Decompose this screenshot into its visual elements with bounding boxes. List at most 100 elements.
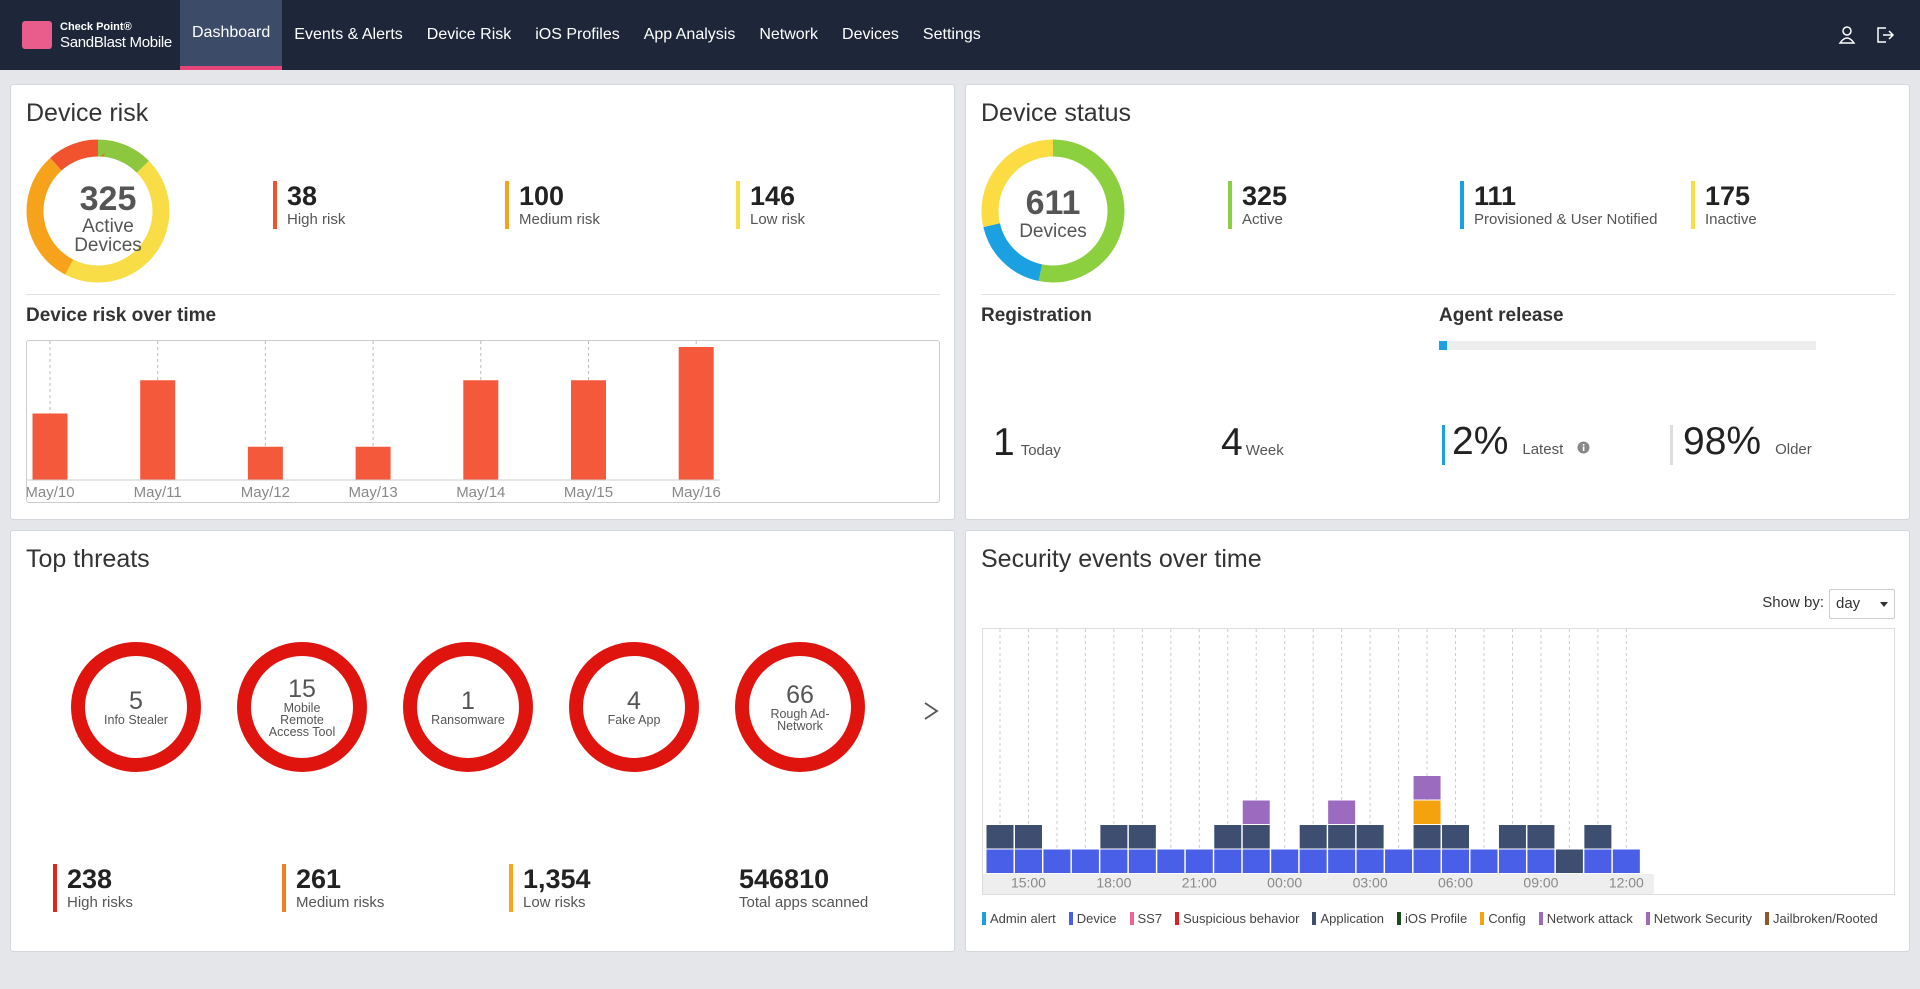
stat-value: 100 xyxy=(519,181,600,211)
nav-item[interactable]: Events & Alerts xyxy=(282,0,415,70)
nav-items: DashboardEvents & AlertsDevice RiskiOS P… xyxy=(180,0,993,70)
bar xyxy=(356,447,391,480)
legend-item: Network attack xyxy=(1539,911,1633,926)
bar-segment xyxy=(1584,825,1611,849)
agent-older: 98% xyxy=(1683,425,1761,459)
stat-value: 175 xyxy=(1705,181,1757,211)
legend-item: Application xyxy=(1312,911,1384,926)
bar-segment xyxy=(1043,850,1070,874)
bar-segment xyxy=(1015,850,1042,874)
threat-name: Info Stealer xyxy=(96,714,176,726)
summary-value: 261 xyxy=(296,864,384,894)
threat-count: 5 xyxy=(129,688,143,714)
stacked-bar-chart: 15:0018:0021:0000:0003:0006:0009:0012:00 xyxy=(982,628,1895,895)
bar-segment xyxy=(1214,850,1241,874)
user-icon[interactable] xyxy=(1836,24,1858,46)
bar-segment xyxy=(987,825,1014,849)
bar-segment xyxy=(1129,850,1156,874)
x-tick-label: 06:00 xyxy=(1438,875,1473,891)
summary-label: Medium risks xyxy=(296,894,384,912)
bar-segment xyxy=(1442,850,1469,874)
stat: 175Inactive xyxy=(1691,181,1757,229)
security-events-card: Security events over time Show by: day 1… xyxy=(965,530,1910,952)
bar-segment xyxy=(1100,850,1127,874)
next-arrow[interactable] xyxy=(922,699,940,723)
section-title: Agent release xyxy=(1439,305,1564,327)
legend-swatch xyxy=(1130,912,1134,925)
stat-value: 38 xyxy=(287,181,345,211)
donut-label: Active Devices xyxy=(63,217,153,255)
section-title: Device risk over time xyxy=(26,305,216,327)
legend-item: Admin alert xyxy=(982,911,1056,926)
legend-swatch xyxy=(1480,912,1484,925)
legend-label: Network Security xyxy=(1654,911,1752,926)
bar-segment xyxy=(1243,850,1270,874)
agent-latest-label: Latest xyxy=(1522,441,1563,458)
bar xyxy=(571,380,606,480)
stat: 111Provisioned & User Notified xyxy=(1460,181,1657,229)
bar-segment xyxy=(1527,825,1554,849)
threat-ring[interactable]: 4Fake App xyxy=(569,642,699,772)
threat-ring[interactable]: 1Ransomware xyxy=(403,642,533,772)
bar-segment xyxy=(1157,850,1184,874)
nav-item[interactable]: App Analysis xyxy=(632,0,748,70)
bar-segment xyxy=(1527,850,1554,874)
stat: 38High risk xyxy=(273,181,345,229)
nav-item[interactable]: Settings xyxy=(911,0,993,70)
nav-item[interactable]: Device Risk xyxy=(415,0,523,70)
logout-icon[interactable] xyxy=(1874,24,1896,46)
x-tick-label: 18:00 xyxy=(1096,875,1131,891)
stat-label: High risk xyxy=(287,211,345,229)
legend-label: Jailbroken/Rooted xyxy=(1773,911,1878,926)
bar-segment xyxy=(1243,801,1270,825)
legend-swatch xyxy=(1175,912,1179,925)
bar-segment xyxy=(1385,850,1412,874)
threat-count: 66 xyxy=(786,682,814,708)
bar xyxy=(33,414,68,481)
nav-item[interactable]: Devices xyxy=(830,0,911,70)
navbar: Check Point® SandBlast Mobile DashboardE… xyxy=(0,0,1920,70)
bar-segment xyxy=(1328,825,1355,849)
threat-name: Ransomware xyxy=(428,714,508,726)
agent-latest: 2% xyxy=(1452,425,1508,459)
nav-item[interactable]: iOS Profiles xyxy=(523,0,631,70)
bar-segment xyxy=(1357,850,1384,874)
threat-ring[interactable]: 15Mobile Remote Access Tool xyxy=(237,642,367,772)
legend-item: Network Security xyxy=(1646,911,1752,926)
nav-item[interactable]: Network xyxy=(747,0,830,70)
registration-week: 4 xyxy=(1221,421,1243,465)
bar-segment xyxy=(1414,801,1441,825)
threat-count: 4 xyxy=(627,688,641,714)
bar-segment xyxy=(1214,825,1241,849)
device-status-card: Device status 611 Devices 325Active111Pr… xyxy=(965,84,1910,520)
info-icon[interactable] xyxy=(1577,441,1590,454)
stat: 100Medium risk xyxy=(505,181,600,229)
logo[interactable] xyxy=(22,21,52,49)
bar-segment xyxy=(1414,825,1441,849)
bar-segment xyxy=(1584,850,1611,874)
threat-ring[interactable]: 66Rough Ad-Network xyxy=(735,642,865,772)
stat-label: Low risk xyxy=(750,211,805,229)
x-tick-label: May/10 xyxy=(26,484,75,501)
bar xyxy=(463,380,498,480)
summary-stat: 546810Total apps scanned xyxy=(725,864,868,912)
x-tick-label: 21:00 xyxy=(1182,875,1217,891)
legend-swatch xyxy=(1646,912,1650,925)
legend-swatch xyxy=(1765,912,1769,925)
stat-label: Inactive xyxy=(1705,211,1757,229)
legend-item: Device xyxy=(1069,911,1117,926)
bar-segment xyxy=(1414,776,1441,800)
show-by-value: day xyxy=(1836,595,1860,612)
bar-segment xyxy=(1271,850,1298,874)
x-tick-label: 00:00 xyxy=(1267,875,1302,891)
threat-ring[interactable]: 5Info Stealer xyxy=(71,642,201,772)
brand-top: Check Point® xyxy=(60,21,132,33)
nav-item[interactable]: Dashboard xyxy=(180,0,282,70)
show-by-select[interactable]: day xyxy=(1829,589,1895,619)
legend-swatch xyxy=(1539,912,1543,925)
threat-name: Mobile Remote Access Tool xyxy=(262,702,342,738)
threat-name: Rough Ad-Network xyxy=(760,708,840,732)
bar-segment xyxy=(1300,825,1327,849)
bar-segment xyxy=(1414,850,1441,874)
legend-swatch xyxy=(982,912,986,925)
